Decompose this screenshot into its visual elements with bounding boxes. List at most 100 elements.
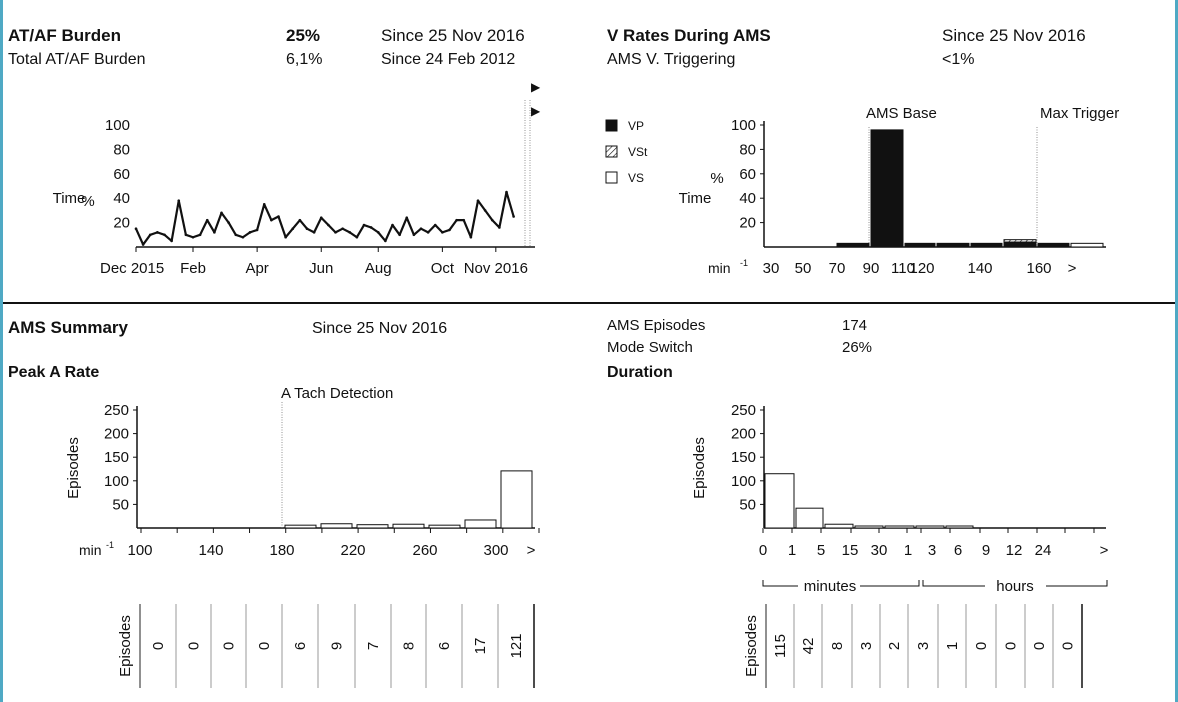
left-border bbox=[0, 0, 3, 702]
vrate-ytick-label: 60 bbox=[739, 166, 756, 183]
legend-swatch-vst bbox=[605, 145, 618, 158]
peak-table-cell: 8 bbox=[401, 642, 418, 650]
burden-data-point bbox=[319, 216, 323, 220]
burden-data-point bbox=[369, 226, 373, 229]
burden-data-point bbox=[163, 233, 166, 237]
peak-table-label: Episodes bbox=[117, 615, 134, 677]
peak-table-cell: 7 bbox=[365, 642, 382, 650]
duration-table-cell: 2 bbox=[886, 642, 903, 650]
peak-xtick-label: 100 bbox=[127, 542, 152, 559]
peak-xtick-label: 300 bbox=[483, 542, 508, 559]
burden-data-point bbox=[227, 221, 230, 224]
total-burden-value: 6,1% bbox=[286, 51, 322, 68]
vrate-bar-vs bbox=[1070, 242, 1104, 248]
burden-data-point bbox=[462, 218, 466, 222]
burden-data-point bbox=[270, 218, 273, 222]
burden-data-point bbox=[177, 199, 181, 202]
duration-table-cell: 3 bbox=[915, 642, 932, 650]
total-burden-label: Total AT/AF Burden bbox=[8, 51, 146, 68]
line-chart-ytick: 40 bbox=[113, 190, 130, 207]
burden-data-point bbox=[298, 218, 302, 222]
burden-data-point bbox=[376, 231, 380, 234]
peak-table-cell: 6 bbox=[292, 642, 309, 650]
duration-xtick-label: > bbox=[1100, 542, 1109, 559]
burden-data-point bbox=[362, 223, 366, 227]
duration-ytick-label: 150 bbox=[731, 449, 756, 466]
peak-bar bbox=[284, 524, 317, 529]
burden-data-point bbox=[455, 218, 458, 222]
burden-data-point bbox=[512, 215, 515, 218]
peak-table-cell: 0 bbox=[150, 642, 167, 650]
vrate-xtick-label: 160 bbox=[1026, 260, 1051, 277]
vrate-unit-exponent: -1 bbox=[740, 258, 748, 268]
right-border bbox=[1175, 0, 1178, 702]
peak-a-rate-chart: 50 100 150 200 250 Episodes min -1 100 140 180 220 2… bbox=[65, 385, 540, 688]
vrate-annotation-label: AMS Base bbox=[866, 105, 937, 122]
duration-xtick-label: 12 bbox=[1006, 542, 1023, 559]
burden-data-point bbox=[426, 231, 430, 234]
peak-unit-label: min bbox=[79, 542, 102, 558]
peak-bar bbox=[500, 470, 533, 529]
duration-xtick-label: 1 bbox=[904, 542, 912, 559]
burden-title: AT/AF Burden bbox=[8, 26, 121, 45]
vrate-annotation-label: Max Trigger bbox=[1040, 105, 1119, 122]
burden-data-point bbox=[341, 227, 344, 230]
duration-table-cell: 0 bbox=[1031, 642, 1048, 650]
line-chart-xtick-label: Oct bbox=[431, 260, 455, 277]
peak-bar bbox=[356, 524, 389, 529]
legend-label-vp: VP bbox=[628, 119, 644, 133]
vrate-xtick-label: 110 bbox=[891, 260, 915, 277]
line-chart-ytick: 60 bbox=[113, 166, 130, 183]
vrate-xtick-label: > bbox=[1068, 260, 1077, 277]
legend-label-vst: VSt bbox=[628, 145, 648, 159]
vrate-xtick-label: 50 bbox=[795, 260, 812, 277]
peak-xtick-label: 220 bbox=[340, 542, 365, 559]
minutes-bracket bbox=[762, 580, 920, 587]
peak-xtick-label: 180 bbox=[269, 542, 294, 559]
peak-ytick-label: 250 bbox=[104, 402, 129, 419]
vrate-ylabel-bottom: Time bbox=[679, 190, 712, 207]
peak-bar bbox=[392, 523, 425, 529]
legend-swatch-vp bbox=[605, 119, 618, 132]
duration-table-label: Episodes bbox=[743, 615, 760, 677]
burden-data-point bbox=[284, 235, 287, 239]
line-chart-xtick-label: Nov 2016 bbox=[464, 260, 528, 277]
burden-data-point bbox=[505, 190, 508, 194]
line-chart-ylabel-top: % bbox=[81, 193, 94, 210]
vrate-ytick-label: 80 bbox=[739, 141, 756, 158]
mode-switch-value: 26% bbox=[842, 339, 872, 356]
vrates-title: V Rates During AMS bbox=[607, 26, 771, 45]
vrate-unit-label: min bbox=[708, 260, 731, 276]
burden-data-point bbox=[334, 231, 337, 234]
vrate-bar-vp bbox=[870, 129, 904, 248]
duration-bar bbox=[824, 523, 854, 529]
hours-group-label: hours bbox=[996, 578, 1034, 595]
line-chart-ytick: 100 bbox=[105, 117, 130, 134]
burden-data-point bbox=[156, 231, 159, 234]
line-chart-xtick-label: Aug bbox=[365, 260, 392, 277]
peak-annotation-label: A Tach Detection bbox=[281, 385, 393, 402]
line-chart-xtick-label: Dec 2015 bbox=[100, 260, 164, 277]
ams-episodes-value: 174 bbox=[842, 317, 867, 334]
duration-table-cell: 42 bbox=[800, 638, 817, 655]
duration-ytick-label: 100 bbox=[731, 473, 756, 490]
duration-ytick-label: 200 bbox=[731, 426, 756, 443]
mode-switch-label: Mode Switch bbox=[607, 339, 693, 356]
hours-bracket bbox=[922, 580, 1108, 587]
ams-summary-title: AMS Summary bbox=[8, 318, 129, 337]
burden-data-point bbox=[191, 235, 195, 239]
burden-data-point bbox=[412, 233, 416, 237]
duration-ytick-label: 250 bbox=[731, 402, 756, 419]
burden-data-point bbox=[490, 218, 494, 222]
peak-table-cell: 17 bbox=[472, 638, 489, 655]
burden-data-point bbox=[305, 227, 309, 230]
burden-data-point bbox=[433, 223, 437, 227]
burden-data-point bbox=[291, 227, 295, 230]
duration-xtick-label: 24 bbox=[1035, 542, 1052, 559]
vrate-bar-vp bbox=[936, 242, 970, 248]
peak-table-cell: 0 bbox=[221, 642, 238, 650]
